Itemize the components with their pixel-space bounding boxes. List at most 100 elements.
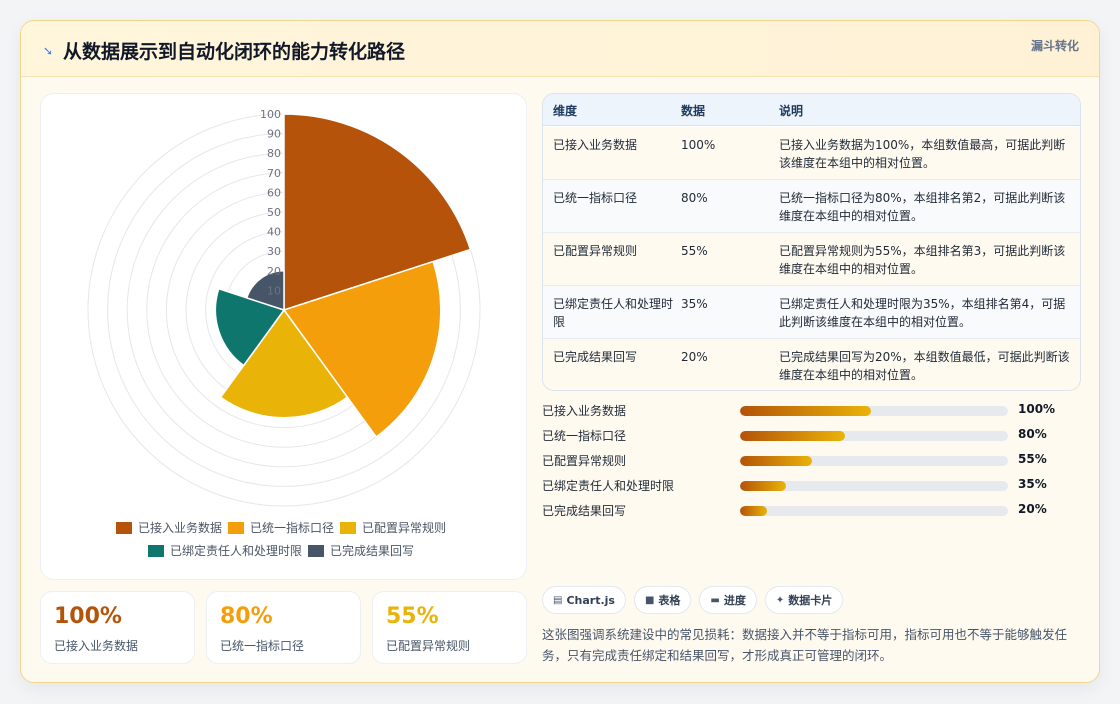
tag-label: 表格 [658,594,681,607]
kpi-label: 已配置异常规则 [386,639,471,653]
legend-swatch [228,522,244,534]
radial-tick-label: 80 [267,147,281,160]
progress-value: 35% [1018,477,1047,491]
progress-label: 已统一指标口径 [542,429,627,443]
legend-label: 已接入业务数据 [138,520,222,535]
radial-tick-label: 90 [267,128,281,141]
polar-segment [282,260,442,438]
tag-label: Chart.js [566,593,615,607]
progress-track [740,506,1008,516]
table-header: 维度 数据 说明 [543,94,1080,126]
kpi-card-1: 100% 已接入业务数据 [40,591,195,664]
tag-label: 进度 [723,594,746,607]
progress-track [740,456,1008,466]
progress-row: 已统一指标口径 80% [542,426,1081,446]
title-wrap: ➘ 从数据展示到自动化闭环的能力转化路径 [41,37,405,64]
progress-label: 已接入业务数据 [542,404,627,418]
kpi-value: 100% [54,604,122,629]
progress-track [740,481,1008,491]
progress-value: 100% [1018,402,1056,416]
radial-tick-label: 50 [267,206,281,219]
bolt-icon: ➘ [42,43,54,58]
data-table: 维度 数据 说明 已接入业务数据 100% 已接入业务数据为100%，本组数值最… [542,93,1081,391]
progress-row: 已绑定责任人和处理时限 35% [542,476,1081,496]
kpi-card-3: 55% 已配置异常规则 [372,591,527,664]
cell-description: 已接入业务数据为100%，本组数值最高，可据此判断该维度在本组中的相对位置。 [779,138,1066,170]
table-icon: ■ [644,594,655,606]
kpi-value: 80% [220,604,273,629]
progress-track [740,431,1008,441]
header-dimension: 维度 [553,104,578,118]
radial-tick-label: 30 [267,245,281,258]
progress-value: 20% [1018,502,1047,516]
legend-swatch [308,545,324,557]
tag-table[interactable]: ■ 表格 [633,586,692,614]
table-row: 已配置异常规则 55% 已配置异常规则为55%，本组排名第3，可据此判断该维度在… [543,233,1080,286]
progress-value: 55% [1018,452,1047,466]
tag-label: 数据卡片 [788,594,833,607]
legend-label: 已配置异常规则 [362,520,446,535]
progress-fill [740,406,872,416]
cell-dimension: 已完成结果回写 [553,350,638,364]
cell-description: 已完成结果回写为20%，本组数值最低，可据此判断该维度在本组中的相对位置。 [779,350,1070,382]
kpi-label: 已接入业务数据 [54,639,139,653]
progress-track [740,406,1008,416]
progress-fill [740,456,813,466]
cell-dimension: 已统一指标口径 [553,191,638,205]
progress-row: 已接入业务数据 100% [542,401,1081,421]
legend-label: 已完成结果回写 [330,543,414,558]
radial-tick-label: 10 [267,284,281,297]
radial-tick-label: 60 [267,186,281,199]
tag-progress[interactable]: ▬ 进度 [699,586,757,614]
kpi-value: 55% [386,604,439,629]
header-tag: 漏斗转化 [1030,39,1079,53]
cell-data: 55% [681,244,708,258]
polar-chart-panel: 10 20 30 40 50 60 70 80 90 100 已接入业务数据 已统一指标口径 已配置异常… [40,93,527,580]
progress-fill [740,481,786,491]
progress-label: 已完成结果回写 [542,504,627,518]
radial-tick-label: 70 [267,167,281,180]
page-title: 从数据展示到自动化闭环的能力转化路径 [63,41,406,63]
radial-tick-label: 20 [267,265,281,278]
polar-segment [245,270,285,312]
legend-label: 已统一指标口径 [250,520,334,535]
polar-segment [214,287,286,367]
progress-row: 已配置异常规则 55% [542,451,1081,471]
polar-segment [219,308,349,419]
progress-fill [740,431,845,441]
card-header: ➘ 从数据展示到自动化闭环的能力转化路径 漏斗转化 [21,21,1099,77]
cell-dimension: 已配置异常规则 [553,244,638,258]
table-row: 已完成结果回写 20% 已完成结果回写为20%，本组数值最低，可据此判断该维度在… [543,339,1080,390]
progress-fill [740,506,767,516]
legend-swatch [340,522,356,534]
summary-text: 这张图强调系统建设中的常见损耗：数据接入并不等于指标可用，指标可用也不等于能够触… [542,627,1068,663]
tag-chartjs[interactable]: ▤ Chart.js [542,586,626,614]
tag-data-card[interactable]: ✦ 数据卡片 [764,586,844,614]
cell-data: 20% [681,350,708,364]
chart-icon: ▤ [553,594,563,606]
progress-label: 已配置异常规则 [542,454,627,468]
progress-row: 已完成结果回写 20% [542,501,1081,521]
cell-description: 已配置异常规则为55%，本组排名第3，可据此判断该维度在本组中的相对位置。 [779,244,1066,276]
tag-list: ▤ Chart.js ■ 表格 ▬ 进度 ✦ 数据卡片 [542,586,844,614]
legend-swatch [116,522,132,534]
polar-area-chart: 10 20 30 40 50 60 70 80 90 100 已接入业务数据 已统一指标口径 已配置异常… [87,108,481,558]
header-description: 说明 [779,104,804,118]
table-row: 已接入业务数据 100% 已接入业务数据为100%，本组数值最高，可据此判断该维… [543,127,1080,180]
radial-tick-label: 100 [260,108,281,121]
progress-label: 已绑定责任人和处理时限 [542,479,675,493]
sparkle-icon: ✦ [775,594,785,606]
cell-data: 35% [681,297,708,311]
progress-icon: ▬ [710,594,720,606]
dashboard-card: ➘ 从数据展示到自动化闭环的能力转化路径 漏斗转化 10 20 30 40 50 60 70… [20,20,1100,683]
legend-label: 已绑定责任人和处理时限 [170,543,302,558]
cell-dimension: 已绑定责任人和处理时限 [553,297,674,329]
legend-swatch [148,545,164,557]
progress-list: 已接入业务数据 100% 已统一指标口径 80% 已配置异常规则 55% 已绑定… [542,401,1081,531]
cell-description: 已绑定责任人和处理时限为35%，本组排名第4，可据此判断该维度在本组中的相对位置… [779,297,1066,329]
table-row: 已统一指标口径 80% 已统一指标口径为80%，本组排名第2，可据此判断该维度在… [543,180,1080,233]
progress-value: 80% [1018,427,1047,441]
cell-dimension: 已接入业务数据 [553,138,638,152]
cell-data: 80% [681,191,708,205]
polar-segment [283,113,472,312]
